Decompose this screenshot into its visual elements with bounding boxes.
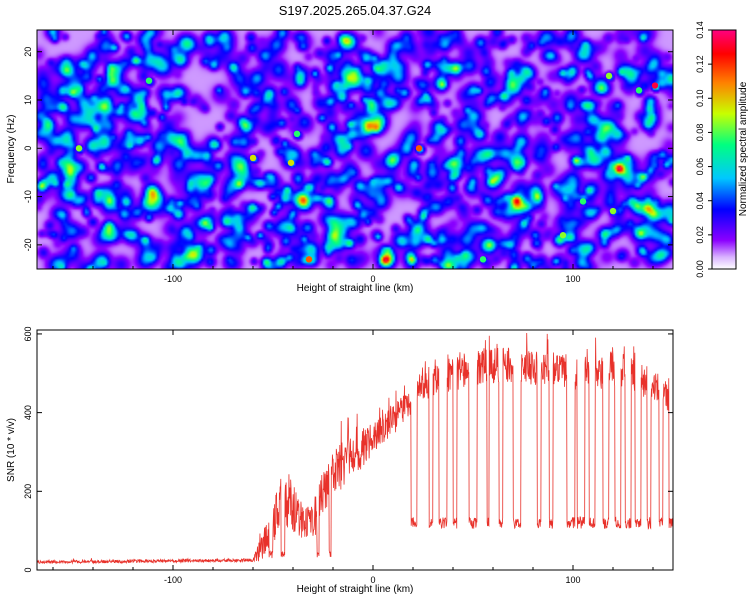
snr-y-tick-label: 600	[23, 326, 33, 341]
spectrogram-y-axis: -20 -10 0 10 20	[23, 47, 673, 251]
snr-x-tick-label: 100	[565, 575, 580, 585]
snr-x-label: Height of straight line (km)	[297, 584, 414, 595]
snr-y-axis: 0 200 400 600	[23, 326, 673, 573]
spectrogram-peak-13	[293, 130, 301, 138]
spectrogram-y-tick-label: 0	[23, 146, 33, 151]
colorbar-gradient	[711, 29, 737, 270]
spectrogram-peak-10	[635, 87, 643, 94]
spectrogram-x-label: Height of straight line (km)	[297, 283, 414, 294]
snr-y-tick-label: 200	[23, 484, 33, 499]
spectrogram-y-tick-label: -20	[23, 238, 33, 251]
spectrogram-y-tick-label: -10	[23, 190, 33, 203]
colorbar-label: Normalized spectral amplitude	[738, 81, 749, 216]
snr-panel: -100 0 100 0 200 400 600 Height of straight l…	[6, 326, 674, 595]
spectrogram-peak-8	[479, 256, 487, 263]
colorbar-tick-label: 0.12	[695, 55, 705, 73]
snr-plot-area	[37, 330, 673, 570]
spectrogram-peak-12	[579, 198, 587, 205]
spectrogram-peak-2	[305, 256, 313, 263]
figure-title: S197.2025.265.04.37.G24	[279, 3, 432, 18]
spectrogram-frame	[36, 29, 674, 270]
colorbar-tick-label: 0.02	[695, 226, 705, 244]
snr-frame	[36, 329, 674, 571]
colorbar-tick-label: 0.14	[695, 21, 705, 39]
snr-x-tick-label: -100	[164, 575, 182, 585]
spectrogram-x-axis: -100 0 100	[52, 30, 654, 284]
spectrogram-x-tick-label: -100	[164, 274, 182, 284]
spectrogram-peak-4	[75, 145, 83, 152]
snr-y-tick-label: 0	[23, 567, 33, 572]
spectrogram-heatmap	[37, 30, 673, 269]
colorbar: 0.00 0.02 0.04 0.06 0.08 0.10 0.12 0.14 Normali…	[695, 21, 749, 278]
snr-x-tick-label: 0	[370, 575, 375, 585]
spectrogram-x-tick-label: 100	[565, 274, 580, 284]
spectrogram-peak-5	[287, 159, 295, 166]
colorbar-tick-label: 0.10	[695, 90, 705, 108]
spectrogram-peak-9	[605, 72, 613, 80]
colorbar-tick-label: 0.06	[695, 158, 705, 176]
colorbar-ticks: 0.00 0.02 0.04 0.06 0.08 0.10 0.12 0.14	[695, 21, 712, 278]
spectrogram-peak-3	[249, 154, 257, 162]
spectrogram-x-tick-label: 0	[370, 274, 375, 284]
spectrogram-peak-11	[145, 77, 153, 84]
spectrogram-peak-7	[559, 232, 567, 239]
spectrogram-peaks	[75, 72, 659, 263]
spectrogram-peak-0	[651, 82, 659, 89]
spectrogram-peak-6	[609, 207, 617, 215]
snr-y-tick-label: 400	[23, 405, 33, 420]
spectrogram-y-tick-label: 20	[23, 47, 33, 57]
snr-x-axis: -100 0 100	[52, 330, 654, 585]
spectrogram-y-label: Frequency (Hz)	[6, 115, 17, 184]
snr-series-line	[37, 332, 673, 565]
snr-y-label: SNR (10 * v/v)	[6, 418, 17, 482]
colorbar-tick-label: 0.04	[695, 192, 705, 210]
spectrogram-y-tick-label: 10	[23, 95, 33, 105]
colorbar-tick-label: 0.00	[695, 260, 705, 278]
colorbar-tick-label: 0.08	[695, 124, 705, 142]
spectrogram-peak-1	[415, 145, 423, 152]
